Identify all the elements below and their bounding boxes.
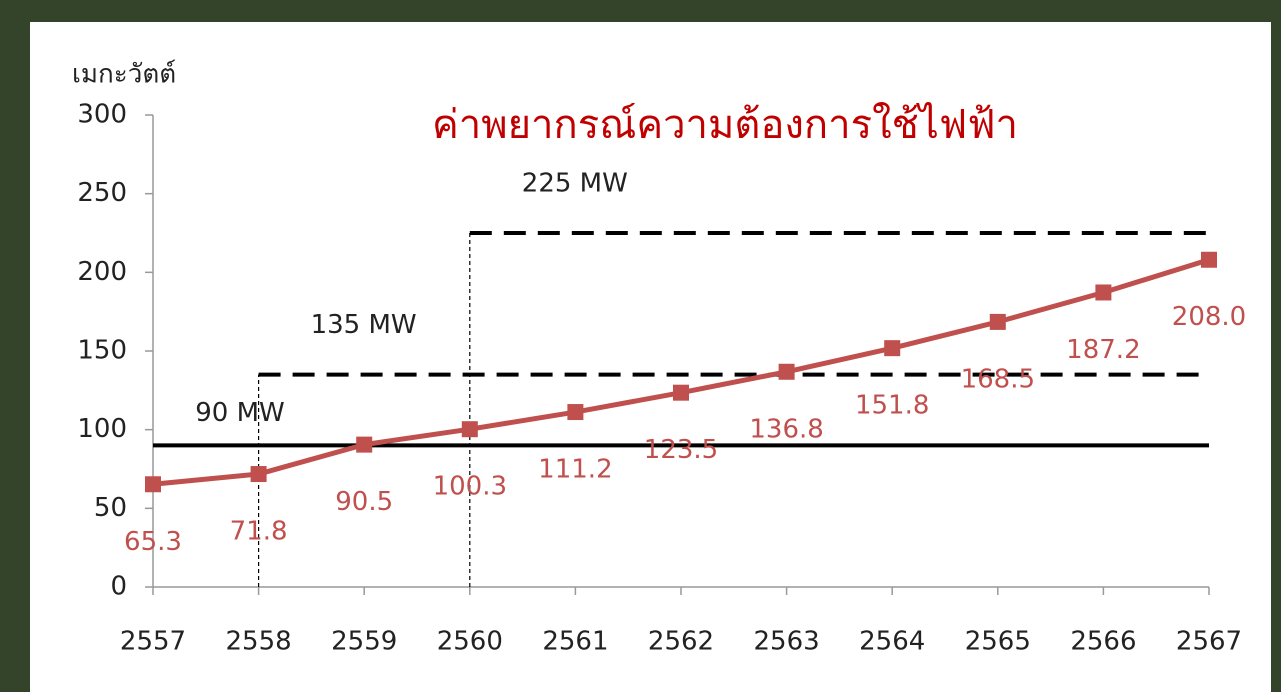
point-marker bbox=[356, 437, 372, 453]
reference-label: 135 MW bbox=[311, 310, 417, 340]
data-label: 187.2 bbox=[1066, 335, 1140, 365]
y-tick-label: 100 bbox=[77, 414, 127, 444]
x-tick-label: 2563 bbox=[754, 627, 820, 657]
data-label: 151.8 bbox=[855, 391, 929, 421]
point-marker bbox=[884, 340, 900, 356]
point-marker bbox=[145, 476, 161, 492]
data-label: 208.0 bbox=[1172, 302, 1246, 332]
data-label: 168.5 bbox=[961, 364, 1035, 394]
point-marker bbox=[673, 385, 689, 401]
y-tick-label: 250 bbox=[77, 178, 127, 208]
point-marker bbox=[462, 421, 478, 437]
page: ค่าพยากรณ์ความต้องการใช้ไฟฟ้า เมกะวัตต์ … bbox=[0, 0, 1281, 692]
x-tick-label: 2557 bbox=[120, 627, 186, 657]
data-label: 100.3 bbox=[433, 472, 507, 502]
x-tick-label: 2561 bbox=[542, 627, 608, 657]
reference-label: 90 MW bbox=[195, 398, 285, 428]
data-label: 90.5 bbox=[335, 487, 393, 517]
data-label: 111.2 bbox=[538, 455, 612, 485]
x-tick-label: 2565 bbox=[965, 627, 1031, 657]
reference-label: 225 MW bbox=[522, 169, 628, 199]
data-label: 136.8 bbox=[749, 414, 823, 444]
x-tick-label: 2567 bbox=[1176, 627, 1242, 657]
y-axis-label: เมกะวัตต์ bbox=[72, 60, 176, 90]
point-marker bbox=[1201, 252, 1217, 268]
data-label: 65.3 bbox=[124, 527, 182, 557]
point-marker bbox=[990, 314, 1006, 330]
y-tick-label: 300 bbox=[77, 100, 127, 130]
x-tick-label: 2564 bbox=[859, 627, 925, 657]
y-tick-label: 200 bbox=[77, 257, 127, 287]
x-tick-label: 2558 bbox=[226, 627, 292, 657]
point-marker bbox=[567, 404, 583, 420]
point-marker bbox=[251, 466, 267, 482]
x-tick-label: 2560 bbox=[437, 627, 503, 657]
y-tick-label: 50 bbox=[94, 493, 127, 523]
x-tick-label: 2562 bbox=[648, 627, 714, 657]
x-tick-label: 2559 bbox=[331, 627, 397, 657]
y-tick-label: 150 bbox=[77, 336, 127, 366]
chart: ค่าพยากรณ์ความต้องการใช้ไฟฟ้า เมกะวัตต์ … bbox=[0, 0, 1281, 692]
chart-title: ค่าพยากรณ์ความต้องการใช้ไฟฟ้า bbox=[432, 101, 1018, 148]
data-label: 71.8 bbox=[230, 517, 288, 547]
point-marker bbox=[1095, 284, 1111, 300]
data-label: 123.5 bbox=[644, 435, 718, 465]
x-tick-label: 2566 bbox=[1070, 627, 1136, 657]
y-tick-label: 0 bbox=[110, 572, 127, 602]
point-marker bbox=[779, 364, 795, 380]
